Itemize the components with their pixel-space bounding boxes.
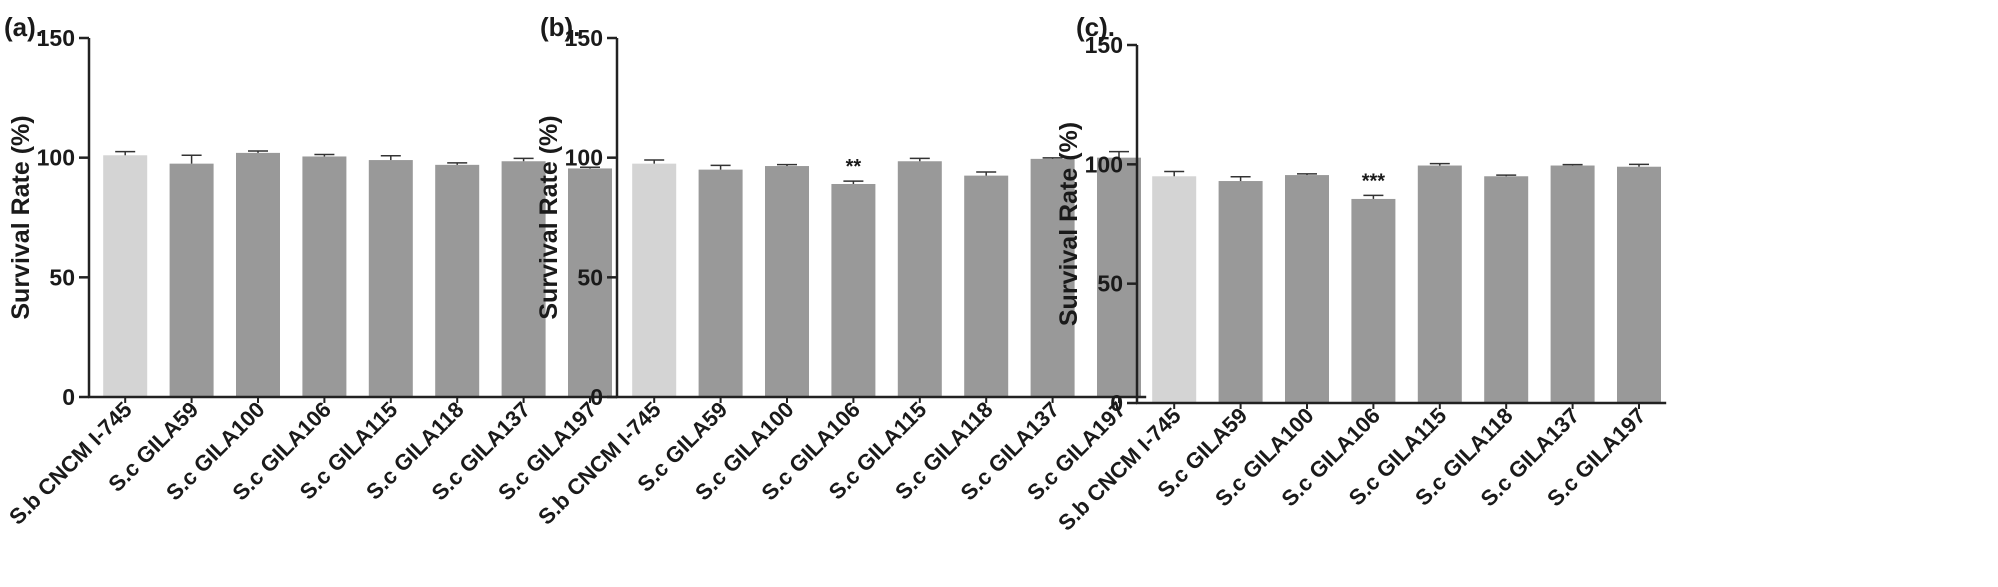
bar	[103, 155, 148, 397]
bar	[1030, 158, 1075, 397]
y-tick-label: 150	[1085, 32, 1123, 58]
bar	[1617, 166, 1661, 403]
bar	[698, 169, 743, 397]
bar	[831, 183, 876, 397]
bar	[765, 166, 809, 397]
bar	[1218, 181, 1263, 403]
significance-marker: ***	[1362, 170, 1386, 192]
bar	[1550, 165, 1595, 403]
y-tick-label: 0	[62, 384, 75, 410]
y-tick-label: 100	[1085, 151, 1123, 177]
x-tick-label: S.b CNCM I-745	[533, 397, 666, 530]
bar	[368, 160, 413, 397]
panel-label: (b).	[540, 12, 580, 42]
y-tick-label: 100	[565, 145, 603, 171]
bar	[1097, 157, 1141, 397]
bar	[1417, 165, 1462, 403]
y-tick-label: 50	[1097, 271, 1123, 297]
bar	[568, 168, 612, 397]
y-axis-label: Survival Rate (%)	[7, 115, 35, 319]
bar	[1152, 176, 1197, 403]
y-tick-label: 50	[49, 264, 75, 290]
bar	[236, 152, 280, 397]
y-tick-label: 150	[565, 25, 603, 51]
panel-label: (a).	[4, 12, 43, 42]
y-tick-label: 0	[590, 384, 603, 410]
x-tick-label: S.b CNCM I-745	[4, 397, 137, 530]
y-tick-label: 50	[577, 264, 603, 290]
y-tick-label: 0	[1110, 390, 1123, 416]
y-tick-label: 150	[37, 25, 75, 51]
bar	[1285, 175, 1329, 403]
bar	[501, 161, 546, 397]
bar	[964, 175, 1009, 397]
bar	[632, 163, 677, 397]
bar	[435, 164, 480, 397]
bar	[1484, 176, 1529, 403]
bar	[302, 156, 347, 397]
bar	[1351, 198, 1396, 403]
y-axis-label: Survival Rate (%)	[535, 115, 563, 319]
y-tick-label: 100	[37, 145, 75, 171]
significance-marker: **	[846, 156, 862, 178]
bar	[897, 161, 942, 397]
bar	[169, 163, 214, 397]
y-axis-label: Survival Rate (%)	[1055, 122, 1083, 326]
panel-label: (c).	[1076, 12, 1115, 42]
